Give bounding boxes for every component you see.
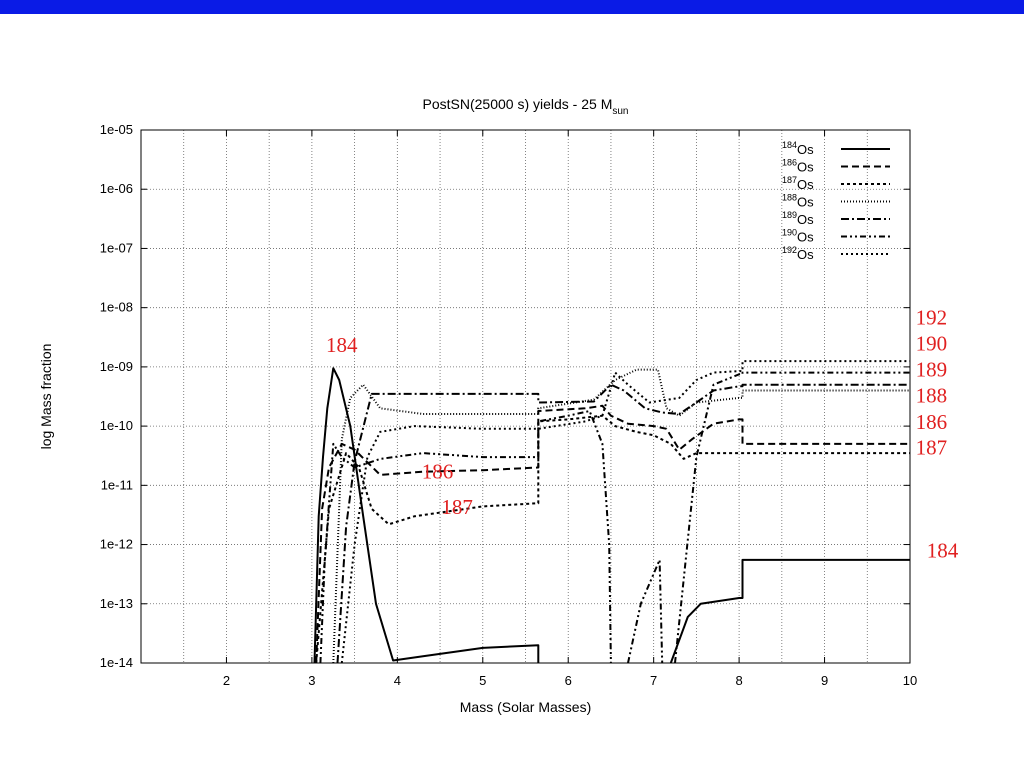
y-tick-label: 1e-06 xyxy=(100,181,133,196)
x-tick-label: 10 xyxy=(903,673,917,688)
legend-label: 192Os xyxy=(782,245,814,262)
annotation-label: 192 xyxy=(916,305,948,329)
series-line-187 xyxy=(315,414,910,663)
annotation-label: 188 xyxy=(916,384,948,408)
y-tick-label: 1e-07 xyxy=(100,240,133,255)
x-tick-label: 8 xyxy=(735,673,742,688)
y-tick-label: 1e-09 xyxy=(100,359,133,374)
y-axis-label: log Mass fraction xyxy=(38,344,54,450)
annotation-label: 186 xyxy=(916,410,948,434)
legend-label: 184Os xyxy=(782,140,814,157)
x-tick-label: 6 xyxy=(565,673,572,688)
legend-label: 186Os xyxy=(782,158,814,175)
series-lines xyxy=(313,360,910,663)
series-line-190 xyxy=(319,410,612,663)
series-line-186 xyxy=(315,404,910,663)
annotation-label: 187 xyxy=(441,495,473,519)
series-line-184 xyxy=(669,558,910,663)
plot-frame xyxy=(140,129,911,664)
x-tick-label: 7 xyxy=(650,673,657,688)
y-tick-label: 1e-13 xyxy=(100,596,133,611)
legend-label: 188Os xyxy=(782,193,814,210)
chart-title: PostSN(25000 s) yields - 25 Msun xyxy=(423,96,629,117)
annotation-label: 184 xyxy=(326,333,358,357)
x-tick-label: 2 xyxy=(223,673,230,688)
x-tick-label: 4 xyxy=(394,673,401,688)
annotation-label: 186 xyxy=(422,460,454,484)
series-line-190 xyxy=(674,371,910,663)
x-tick-label: 9 xyxy=(821,673,828,688)
series-line-184 xyxy=(313,367,540,663)
series-line-190 xyxy=(627,558,664,663)
top-banner-bar xyxy=(0,0,1024,14)
grid xyxy=(141,130,910,663)
annotation-label: 189 xyxy=(916,357,948,381)
annotation-label: 187 xyxy=(916,436,948,460)
y-tick-label: 1e-10 xyxy=(100,418,133,433)
x-tick-label: 5 xyxy=(479,673,486,688)
y-tick-label: 1e-11 xyxy=(101,477,133,492)
legend-label: 187Os xyxy=(782,175,814,192)
legend-label: 190Os xyxy=(782,228,814,245)
annotation-label: 184 xyxy=(927,539,959,563)
series-line-192 xyxy=(340,360,910,663)
y-tick-label: 1e-05 xyxy=(100,122,133,137)
y-tick-label: 1e-08 xyxy=(100,300,133,315)
series-line-189 xyxy=(336,383,910,663)
x-axis-label: Mass (Solar Masses) xyxy=(460,699,591,715)
legend-label: 189Os xyxy=(782,210,814,227)
y-tick-label: 1e-14 xyxy=(100,655,133,670)
y-tick-label: 1e-12 xyxy=(100,537,133,552)
axis-ticks: 1e-05 1e-06 1e-07 1e-08 1e-09 1e-10 1e-11 1e-12… xyxy=(100,122,917,688)
annotation-label: 190 xyxy=(916,331,948,355)
x-tick-label: 3 xyxy=(308,673,315,688)
